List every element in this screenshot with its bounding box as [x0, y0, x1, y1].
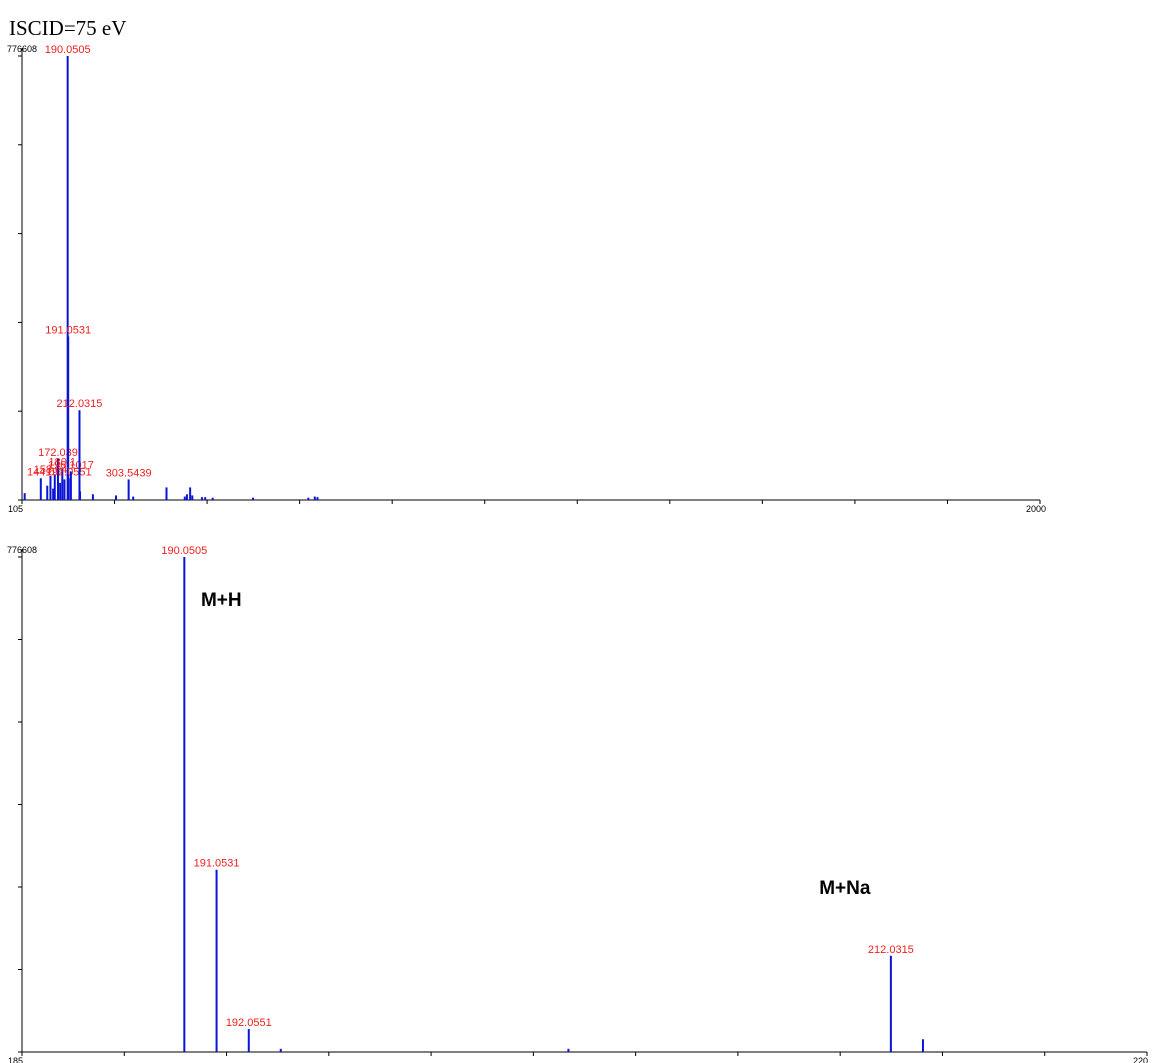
chart-title: ISCID=75 eV	[9, 16, 127, 40]
peak-label: 144.0	[27, 466, 55, 478]
peak-label: 190.0505	[161, 545, 207, 557]
peak-label: 212.0315	[868, 944, 914, 956]
x-tick-label-min: 105	[8, 504, 23, 514]
peak-label: 191.0531	[194, 858, 240, 870]
x-tick-label-max: 220	[1133, 1056, 1148, 1063]
peak-label: 212.0315	[57, 398, 103, 410]
x-tick-label-max: 2000	[1026, 504, 1046, 514]
peak-label: 196.1017	[48, 459, 94, 471]
y-tick-label-max: 776608	[7, 545, 37, 555]
peak-label: 190.0505	[45, 44, 91, 56]
full-range-spectrum: 105 2000776608144.0158.04172.039180.1190.…	[7, 44, 1046, 514]
zoomed-spectrum: 185 220 776608 190.0505 191.0531 192.0551 212.…	[7, 545, 1148, 1063]
x-tick-label-min: 185	[8, 1056, 23, 1063]
peak-label: 191.0531	[45, 324, 91, 336]
peak-annotation: M+H	[201, 590, 242, 611]
y-tick-label-max: 776608	[7, 44, 37, 54]
peak-label: 192.0551	[226, 1017, 272, 1029]
peak-label: 303.5439	[106, 467, 152, 479]
peak-annotation: M+Na	[819, 878, 871, 899]
